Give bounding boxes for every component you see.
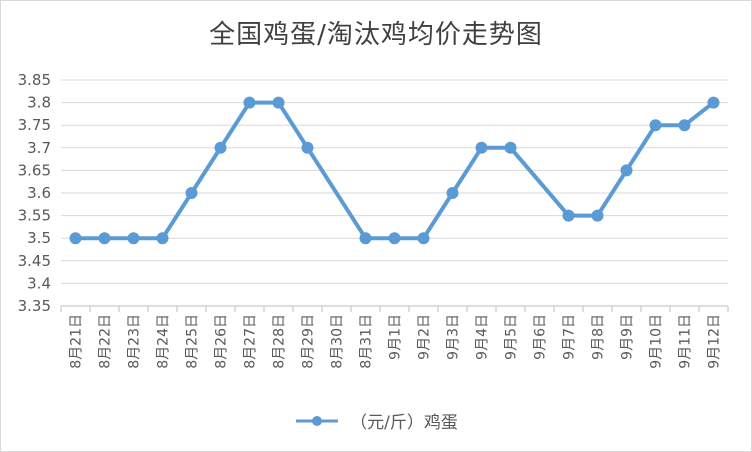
data-point [707, 96, 720, 109]
data-point [446, 187, 459, 199]
x-tick-label: 8月21日 [69, 314, 85, 369]
data-point [214, 141, 227, 154]
y-tick-label: 3.45 [18, 252, 51, 270]
x-tick-label: 9月6日 [533, 314, 549, 360]
legend: （元/斤）鸡蛋 [0, 408, 752, 433]
x-tick-label: 9月11日 [678, 314, 694, 369]
x-tick-label: 8月23日 [127, 314, 143, 369]
x-tick-label: 9月10日 [649, 314, 665, 369]
x-tick-label: 9月2日 [417, 314, 433, 360]
x-tick-label: 9月4日 [475, 314, 491, 360]
x-tick-label: 9月1日 [388, 314, 404, 360]
x-tick-label: 8月25日 [185, 314, 201, 369]
x-tick-label: 8月28日 [272, 314, 288, 369]
data-point [591, 209, 604, 222]
x-tick-label: 8月22日 [98, 314, 114, 369]
x-tick-label: 8月31日 [359, 314, 375, 369]
y-tick-label: 3.35 [18, 297, 51, 315]
data-point [649, 119, 662, 132]
data-point [272, 96, 285, 109]
data-point [359, 232, 372, 245]
data-point [98, 232, 111, 245]
y-tick-label: 3.55 [18, 207, 51, 225]
data-point [185, 187, 198, 199]
legend-line-marker-icon [296, 415, 339, 426]
y-tick-label: 3.8 [27, 94, 51, 112]
x-tick-label: 8月29日 [301, 314, 317, 369]
y-tick-label: 3.6 [27, 184, 51, 202]
data-point [127, 232, 140, 245]
y-tick-label: 3.75 [18, 116, 51, 134]
data-point [301, 141, 314, 154]
data-point [243, 96, 256, 109]
data-point [69, 232, 82, 245]
x-tick-label: 8月27日 [243, 314, 259, 369]
y-tick-label: 3.85 [18, 71, 51, 89]
x-tick-label: 9月12日 [707, 314, 723, 369]
x-tick-label: 9月5日 [504, 314, 520, 360]
y-tick-label: 3.4 [27, 274, 51, 292]
y-tick-label: 3.5 [27, 229, 51, 247]
y-tick-label: 3.65 [18, 161, 51, 179]
legend-label: （元/斤）鸡蛋 [350, 413, 458, 433]
x-tick-label: 8月26日 [214, 314, 230, 369]
data-point [417, 232, 430, 245]
x-tick-label: 8月30日 [330, 314, 346, 369]
data-point [475, 141, 488, 154]
data-point [562, 209, 575, 222]
data-point [620, 164, 633, 177]
data-point [678, 119, 691, 132]
chart-title: 全国鸡蛋/淘汰鸡均价走势图 [209, 20, 543, 50]
x-tick-label: 9月7日 [562, 314, 578, 360]
data-point [504, 141, 517, 154]
x-tick-label: 9月8日 [591, 314, 607, 360]
data-point [388, 232, 401, 245]
y-tick-label: 3.7 [27, 139, 51, 157]
x-tick-label: 9月3日 [446, 314, 462, 360]
data-point [156, 232, 169, 245]
x-tick-label: 8月24日 [156, 314, 172, 369]
x-tick-label: 9月9日 [620, 314, 636, 360]
